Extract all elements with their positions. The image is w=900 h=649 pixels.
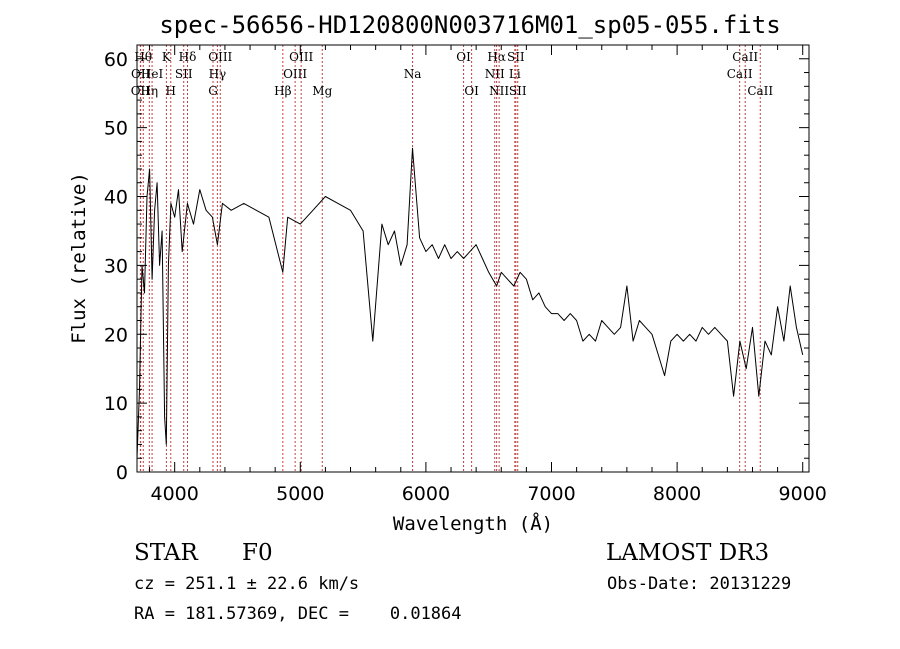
y-tick-label: 50 — [104, 118, 128, 140]
line-marker-label: OI — [464, 84, 479, 98]
x-tick-label: 7000 — [527, 483, 575, 505]
line-marker-label: NII — [485, 67, 505, 81]
line-marker-label: OIII — [289, 50, 313, 64]
x-tick-label: 4000 — [151, 483, 199, 505]
line-marker-label: Mg — [312, 84, 332, 98]
line-marker-label: Li — [509, 67, 521, 81]
axes: 4000 5000 6000 7000 8000 9000 0 10 20 30 40 50 60 — [104, 45, 827, 505]
y-tick-label: 60 — [104, 49, 128, 71]
spectrum-line — [136, 147, 804, 459]
line-marker-label: CaII — [747, 84, 773, 98]
line-marker-label: Hα — [487, 50, 506, 64]
line-marker-label: SII — [509, 84, 527, 98]
line-marker-label: CaII — [732, 50, 758, 64]
line-marker-label: OIII — [283, 67, 307, 81]
line-marker-label: Hη — [140, 84, 158, 98]
y-tick-label: 10 — [104, 393, 128, 415]
line-marker-label: G — [208, 84, 218, 98]
obs-date: Obs-Date: 20131229 — [607, 574, 792, 594]
subclass: F0 — [242, 540, 273, 566]
line-marker-label: OI — [456, 50, 471, 64]
ra-dec: RA = 181.57369, DEC = 0.01864 — [134, 604, 462, 624]
plot-frame — [136, 44, 810, 473]
chart-title: spec-56656-HD120800N003716M01_sp05-055.f… — [159, 11, 780, 39]
y-tick-label: 40 — [104, 187, 128, 209]
line-marker-label: K — [162, 50, 172, 64]
line-marker-label: Hβ — [274, 84, 291, 98]
spectrum-series — [136, 147, 804, 459]
y-tick-label: 0 — [116, 462, 128, 484]
x-tick-label: 8000 — [653, 483, 701, 505]
line-marker-label: HeI — [141, 67, 164, 81]
x-axis-label: Wavelength (Å) — [393, 512, 553, 535]
line-marker-label: OII — [131, 67, 151, 81]
line-marker-label: Hθ — [134, 50, 152, 64]
line-marker-label: NII — [489, 84, 509, 98]
line-marker-label: OIII — [208, 50, 232, 64]
x-tick-label: 9000 — [779, 483, 827, 505]
y-axis-label: Flux (relative) — [68, 172, 90, 344]
line-marker-label: Hδ — [179, 50, 197, 64]
line-markers: OIIHθOIIHηHeIKHSIIHδGHγOIIIHβOIIIOIIIMgN… — [131, 45, 773, 472]
x-tick-label: 6000 — [402, 483, 450, 505]
object-class: STAR — [134, 540, 198, 566]
line-marker-label: SII — [175, 67, 193, 81]
line-marker-label: H — [166, 84, 176, 98]
redshift-cz: cz = 251.1 ± 22.6 km/s — [134, 574, 360, 594]
line-marker-label: CaII — [727, 67, 753, 81]
line-marker-label: SII — [507, 50, 525, 64]
survey-name: LAMOST DR3 — [606, 540, 770, 566]
y-tick-label: 30 — [104, 255, 128, 277]
y-tick-label: 20 — [104, 324, 128, 346]
line-marker-label: Hγ — [209, 67, 227, 81]
line-marker-label: Na — [404, 67, 422, 81]
x-tick-label: 5000 — [276, 483, 324, 505]
